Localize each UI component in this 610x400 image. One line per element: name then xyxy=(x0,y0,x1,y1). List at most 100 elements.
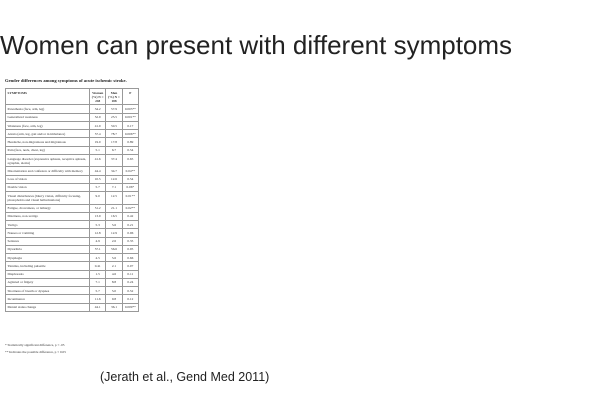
table-row: Nausea or vomiting 12.8 12.9 0.96 xyxy=(5,228,140,238)
table-cell: 0.21 xyxy=(121,220,140,230)
table-cell: Mental status change xyxy=(5,302,90,312)
table-row: Dysarthria 57.1 56.6 0.95 xyxy=(5,244,140,255)
table-cell: 5.3 xyxy=(88,220,107,230)
table-row: Weakness (face, arm, leg) 41.9 50.5 0.17 xyxy=(5,120,140,131)
table-row: Double vision 5.7 7.1 0.06* xyxy=(5,182,140,193)
table-cell: 7.1 xyxy=(88,277,107,288)
table-cell: 2.1 xyxy=(105,261,123,271)
table-row: Agitated or fidgety 7.1 8.8 0.24 xyxy=(5,277,140,288)
table-cell: 44.4 xyxy=(88,166,107,176)
table-cell: Incontinence xyxy=(5,294,90,304)
table-cell: 0.04** xyxy=(121,166,140,176)
table-cell: Language disorder (expressive aphasia, r… xyxy=(5,154,90,168)
table-cell: 11.6 xyxy=(88,294,107,304)
table-cell: 51.2 xyxy=(88,203,107,213)
table-cell: 6.7 xyxy=(105,145,123,156)
table-cell: Tinnitus, including pulsatile xyxy=(5,261,90,271)
table-cell: 12.9 xyxy=(105,228,123,238)
table-row: Headache, non-migrainous and migrainous 1… xyxy=(5,137,140,147)
table-cell: 0.52 xyxy=(121,286,140,296)
table-cell: Nausea or vomiting xyxy=(5,228,90,238)
footnote: * Statistically significant difference, … xyxy=(5,343,65,347)
table-cell: Ataxia (arm, leg, gait and/or in imbalan… xyxy=(5,129,90,139)
table-cell: 5.1 xyxy=(88,145,107,156)
table-cell: 0.95 xyxy=(121,244,140,255)
table-cell: 36.1 xyxy=(105,302,123,312)
table-cell: 0.54 xyxy=(121,145,140,156)
table-cell: 19.0 xyxy=(88,137,107,147)
table-cell: 0.35 xyxy=(121,236,140,246)
table-row: Paresthesia (face, arm, leg) 34.2 57.9 0.00… xyxy=(5,104,140,114)
table-row: Mental status change 44.1 36.1 0.009** xyxy=(5,302,140,312)
table-cell: Weakness (face, arm, leg) xyxy=(5,120,90,131)
table-cell: Fatigue, drowsiness, or lethargy xyxy=(5,203,90,213)
table-cell: Dysphagia xyxy=(5,253,90,263)
table-cell: 0.89 xyxy=(121,137,140,147)
table-caption: Gender differences among symptoms of acu… xyxy=(5,78,127,83)
table-cell: 1.5 xyxy=(88,269,107,279)
table-cell: 44.1 xyxy=(88,302,107,312)
table-cell: 52.9 xyxy=(88,112,107,122)
table-cell: 41.9 xyxy=(88,120,107,131)
table-cell: 4.6 xyxy=(105,269,123,279)
header-cell: Men (%) N = 188 xyxy=(105,87,123,106)
table-row: Fatigue, drowsiness, or lethargy 51.2 21.1… xyxy=(5,203,140,213)
table-row: Generalized weakness 52.9 25.5 0.001** xyxy=(5,112,140,122)
table-cell: 9.8 xyxy=(105,294,123,304)
table-cell: 34.7 xyxy=(105,166,123,176)
table-row: Seizures 4.9 2.6 0.35 xyxy=(5,236,140,246)
footnote: ** Indicates the possible difference, p … xyxy=(5,350,66,354)
table-cell: Dysarthria xyxy=(5,244,90,255)
header-cell: Women (%) N = 248 xyxy=(88,87,107,106)
table-cell: Loss of vision xyxy=(5,174,90,184)
table-cell: 0.009** xyxy=(121,302,140,312)
table-row: Visual disturbances (blurry vision, diff… xyxy=(5,191,140,205)
table-cell: 57.1 xyxy=(88,244,107,255)
table-row: Dizziness, non-vertigo 13.9 16.5 0.42 xyxy=(5,211,140,222)
table-cell: 13.9 xyxy=(88,211,107,222)
table-cell: 0.24 xyxy=(121,277,140,288)
table-cell: Seizures xyxy=(5,236,90,246)
table-cell: 10.5 xyxy=(88,174,107,184)
table-cell: Paresthesia (face, arm, leg) xyxy=(5,104,90,114)
table-row: Language disorder (expressive aphasia, r… xyxy=(5,154,140,168)
table-cell: Visual disturbances (blurry vision, diff… xyxy=(5,191,90,205)
table-cell: 12.8 xyxy=(88,228,107,238)
table-cell: Agitated or fidgety xyxy=(5,277,90,288)
table-cell: 17.8 xyxy=(105,137,123,147)
table-row: Diaphoresis 1.5 4.6 0.11 xyxy=(5,269,140,279)
table-cell: 34.2 xyxy=(88,104,107,114)
slide-title: Women can present with different symptom… xyxy=(0,30,513,60)
header-cell: P xyxy=(121,87,140,106)
table-row: Ataxia (arm, leg, gait and/or in imbalan… xyxy=(5,129,140,139)
table-cell: 5.6 xyxy=(105,220,123,230)
table-cell: 5.6 xyxy=(105,253,123,263)
table-cell: 4.5 xyxy=(88,253,107,263)
table-cell: 0.06* xyxy=(121,182,140,193)
table-cell: 25.5 xyxy=(105,112,123,122)
table-cell: 9.0 xyxy=(88,191,107,205)
table-row: Pain (face, neck, chest, leg) 5.1 6.7 0.54 xyxy=(5,145,140,156)
table-cell: Pain (face, neck, chest, leg) xyxy=(5,145,90,156)
header-row: SYMPTOMS Women (%) N = 248 Men (%) N = 188… xyxy=(5,87,140,106)
table-cell: 0.17 xyxy=(121,120,140,131)
table-cell: 0.11 xyxy=(121,269,140,279)
table-cell: 4.9 xyxy=(88,236,107,246)
table-cell: Diaphoresis xyxy=(5,269,90,279)
table-row: Tinnitus, including pulsatile 0.41 2.1 0.07 xyxy=(5,261,140,271)
table-cell: Vertigo xyxy=(5,220,90,230)
header-cell: SYMPTOMS xyxy=(5,87,90,106)
table-cell: 0.001** xyxy=(121,112,140,122)
table-cell: 41.6 xyxy=(88,154,107,168)
table-cell: Double vision xyxy=(5,182,90,193)
table-cell: 0.003** xyxy=(121,104,140,114)
table-cell: 56.6 xyxy=(105,244,123,255)
table-row: Disorientation and confusion or difficul… xyxy=(5,166,140,176)
table-cell: 0.01** xyxy=(121,191,140,205)
table-cell: 0.65 xyxy=(121,154,140,168)
table-cell: Disorientation and confusion or difficul… xyxy=(5,166,90,176)
table-cell: 0.02** xyxy=(121,203,140,213)
table-cell: Shortness of breath or dyspnea xyxy=(5,286,90,296)
table-cell: 0.66 xyxy=(121,253,140,263)
table-cell: 0.12 xyxy=(121,294,140,304)
